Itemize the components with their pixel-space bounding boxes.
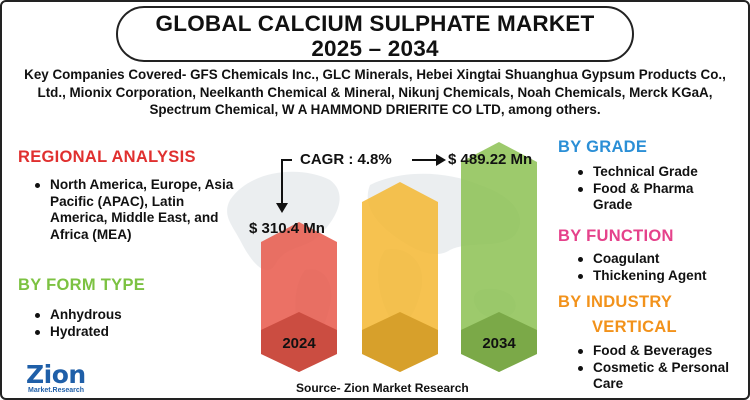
list-item: Cosmetic & Personal Care [575, 360, 750, 393]
regional-list: North America, Europe, Asia Pacific (APA… [32, 177, 237, 243]
bar-category-label: 2034 [482, 335, 516, 352]
bars-layer: 2024 2034 [261, 142, 537, 372]
bar-category-label: 2024 [282, 335, 316, 352]
title-line-1: GLOBAL CALCIUM SULPHATE MARKET [155, 11, 595, 36]
bar-body [461, 142, 537, 372]
bar-middle [362, 182, 438, 372]
list-item: Food & Beverages [575, 343, 750, 360]
bar-2034: 2034 [461, 142, 537, 372]
logo-wordmark: Zion [26, 360, 86, 389]
bar-2024: 2024 [261, 222, 337, 372]
source-note: Source- Zion Market Research [296, 381, 469, 395]
page-title: GLOBAL CALCIUM SULPHATE MARKET 2025 – 20… [116, 6, 634, 62]
bar-value-label-2024: $ 310.4 Mn [249, 220, 325, 237]
list-item: Food & Pharma Grade [575, 181, 725, 214]
list-item: Anhydrous [32, 307, 212, 324]
regional-analysis-heading: REGIONAL ANALYSIS [18, 148, 196, 166]
function-heading: BY FUNCTION [558, 227, 674, 245]
bar-badge-shade [461, 312, 537, 372]
list-item: Thickening Agent [575, 268, 735, 285]
list-item: North America, Europe, Asia Pacific (APA… [32, 177, 237, 243]
logo-subtext: Market.Research [28, 387, 85, 394]
industry-heading-line-2: VERTICAL [592, 318, 677, 336]
cagr-arrows [276, 154, 446, 213]
function-list: Coagulant Thickening Agent [575, 251, 735, 284]
bar-badge [362, 312, 438, 372]
bar-badge [461, 312, 537, 372]
zion-logo: Zion Market.Research [26, 360, 100, 396]
list-item: Technical Grade [575, 164, 725, 181]
form-type-list: Anhydrous Hydrated [32, 307, 212, 340]
bar-badge-shade [362, 312, 438, 372]
bar-badge-shade [261, 312, 337, 372]
list-item: Coagulant [575, 251, 735, 268]
key-companies-text: Key Companies Covered- GFS Chemicals Inc… [24, 67, 726, 117]
cagr-label: CAGR : 4.8% [300, 151, 392, 168]
grade-heading: BY GRADE [558, 138, 648, 156]
grade-list: Technical Grade Food & Pharma Grade [575, 164, 725, 214]
industry-heading-line-1: BY INDUSTRY [558, 293, 673, 311]
industry-list: Food & Beverages Cosmetic & Personal Car… [575, 343, 750, 393]
bar-value-label-2034: $ 489.22 Mn [448, 151, 533, 168]
title-line-2: 2025 – 2034 [311, 36, 439, 61]
form-type-heading: BY FORM TYPE [18, 276, 146, 294]
bar-badge [261, 312, 337, 372]
list-item: Hydrated [32, 324, 212, 341]
